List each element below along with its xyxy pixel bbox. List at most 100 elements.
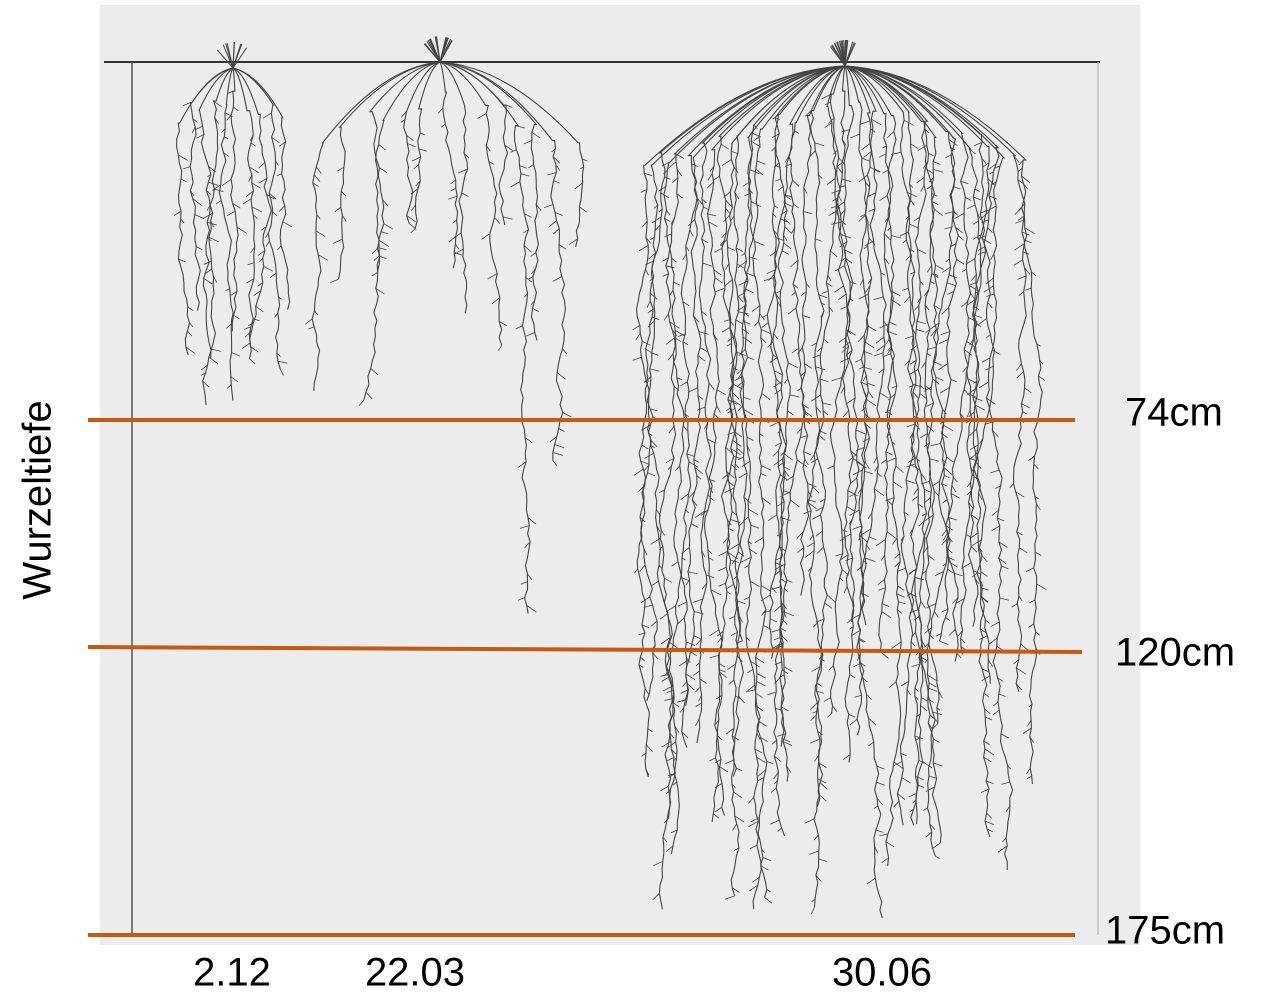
root bbox=[875, 829, 884, 833]
root bbox=[726, 471, 735, 479]
root bbox=[1024, 239, 1032, 244]
root bbox=[644, 172, 653, 177]
root bbox=[746, 436, 754, 441]
root bbox=[641, 444, 649, 450]
root bbox=[987, 302, 993, 309]
root bbox=[849, 674, 856, 679]
root bbox=[923, 386, 932, 392]
root bbox=[554, 212, 563, 216]
root bbox=[931, 273, 939, 279]
root bbox=[876, 797, 883, 805]
root bbox=[667, 741, 676, 748]
root bbox=[867, 512, 873, 520]
root bbox=[730, 447, 741, 456]
root bbox=[712, 175, 720, 181]
root bbox=[232, 67, 256, 359]
root bbox=[975, 462, 982, 469]
root bbox=[769, 357, 778, 363]
root bbox=[668, 65, 846, 855]
root bbox=[971, 546, 978, 553]
root bbox=[726, 583, 734, 590]
root bbox=[866, 693, 872, 701]
root bbox=[650, 620, 658, 627]
root bbox=[804, 411, 813, 418]
root bbox=[804, 459, 809, 466]
root bbox=[810, 394, 821, 402]
root bbox=[947, 568, 955, 574]
root bbox=[663, 685, 674, 692]
root bbox=[227, 384, 232, 389]
root bbox=[227, 90, 233, 95]
root bbox=[774, 389, 782, 395]
root bbox=[707, 173, 713, 181]
root bbox=[878, 153, 887, 158]
root bbox=[257, 250, 266, 256]
root bbox=[497, 345, 503, 351]
root bbox=[943, 467, 953, 475]
root bbox=[761, 322, 769, 328]
root bbox=[787, 410, 794, 416]
root bbox=[973, 570, 982, 575]
root bbox=[915, 737, 921, 741]
root bbox=[749, 884, 759, 892]
root bbox=[510, 149, 517, 153]
root bbox=[783, 242, 792, 250]
root bbox=[987, 227, 993, 233]
root bbox=[858, 174, 868, 183]
root bbox=[494, 217, 501, 225]
root bbox=[524, 437, 533, 444]
root bbox=[750, 524, 760, 529]
root bbox=[204, 268, 213, 275]
root bbox=[933, 738, 940, 743]
root bbox=[973, 220, 979, 225]
root bbox=[977, 235, 986, 240]
root bbox=[803, 451, 811, 456]
root bbox=[665, 265, 675, 269]
root bbox=[998, 541, 1008, 548]
root bbox=[831, 377, 842, 382]
root bbox=[667, 353, 674, 361]
root bbox=[905, 479, 916, 484]
root bbox=[881, 857, 889, 864]
root bbox=[920, 185, 925, 192]
root bbox=[965, 258, 976, 265]
root bbox=[720, 239, 728, 247]
root bbox=[650, 537, 661, 545]
root bbox=[921, 361, 927, 369]
root bbox=[736, 447, 745, 455]
root bbox=[783, 490, 792, 494]
root bbox=[232, 67, 281, 370]
root bbox=[879, 323, 889, 329]
root bbox=[849, 477, 857, 485]
root bbox=[713, 813, 720, 819]
root bbox=[960, 181, 969, 185]
root bbox=[677, 333, 686, 337]
root bbox=[784, 163, 792, 167]
root bbox=[908, 247, 915, 253]
root bbox=[810, 702, 818, 710]
root bbox=[485, 145, 491, 152]
root bbox=[891, 641, 902, 649]
root bbox=[491, 297, 501, 305]
root bbox=[807, 65, 846, 807]
root bbox=[985, 716, 993, 721]
root bbox=[410, 188, 419, 195]
root bbox=[858, 214, 866, 222]
root bbox=[183, 166, 191, 170]
root bbox=[648, 252, 656, 260]
root bbox=[562, 348, 567, 355]
root bbox=[268, 192, 277, 200]
root bbox=[407, 143, 416, 148]
root bbox=[830, 205, 839, 209]
root bbox=[1022, 727, 1032, 734]
root bbox=[1034, 551, 1042, 556]
root bbox=[202, 380, 210, 388]
root bbox=[750, 660, 761, 668]
root bbox=[678, 659, 690, 667]
root bbox=[528, 164, 534, 169]
root bbox=[887, 393, 896, 401]
root bbox=[277, 245, 282, 251]
root bbox=[975, 291, 980, 295]
root bbox=[898, 601, 906, 605]
root bbox=[946, 282, 957, 287]
